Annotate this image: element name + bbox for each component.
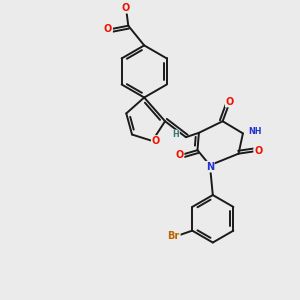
Text: O: O: [104, 24, 112, 34]
Text: H: H: [172, 130, 179, 139]
Text: O: O: [254, 146, 262, 156]
Text: Br: Br: [168, 231, 180, 241]
Text: O: O: [122, 3, 130, 13]
Text: O: O: [226, 97, 234, 106]
Text: N: N: [206, 162, 214, 172]
Text: O: O: [176, 150, 184, 161]
Text: NH: NH: [248, 128, 262, 136]
Text: O: O: [152, 136, 160, 146]
